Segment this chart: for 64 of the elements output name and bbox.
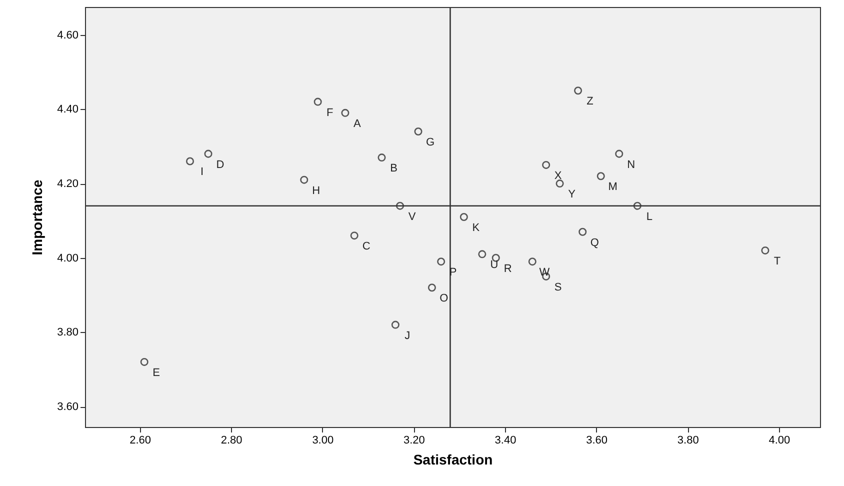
y-tick-label: 3.80: [57, 326, 78, 339]
y-axis-title: Importance: [29, 180, 46, 256]
x-tick-label: 3.00: [312, 434, 334, 446]
data-label: A: [354, 118, 362, 130]
x-tick-label: 3.40: [494, 434, 516, 446]
data-label: D: [216, 158, 224, 171]
y-tick-label: 3.60: [57, 401, 78, 414]
x-tick-label: 2.60: [130, 434, 151, 446]
point: [204, 150, 212, 158]
point: [615, 150, 624, 158]
data-label: X: [554, 170, 562, 182]
point: [391, 320, 400, 329]
point: [414, 128, 422, 136]
data-label: F: [326, 106, 334, 119]
data-label: Q: [590, 236, 600, 249]
point: [596, 172, 605, 180]
data-label: V: [408, 210, 416, 223]
x-tick-label: 3.60: [586, 434, 608, 446]
data-label: G: [426, 136, 435, 149]
point: [556, 180, 564, 188]
data-label: T: [774, 255, 781, 268]
point: [761, 246, 770, 254]
point: [396, 202, 404, 210]
data-label: U: [490, 259, 498, 272]
point: [140, 358, 148, 366]
point: [460, 213, 468, 221]
data-label: C: [362, 240, 370, 253]
data-label: E: [152, 366, 160, 379]
point: [633, 202, 642, 210]
data-label: H: [312, 184, 320, 197]
x-tick-label: 2.80: [220, 434, 242, 446]
data-label: J: [404, 330, 410, 342]
data-label: K: [472, 222, 480, 234]
point: [574, 86, 582, 95]
x-tick-label: 4.00: [768, 434, 790, 446]
x-axis-title: Satisfaction: [413, 452, 493, 468]
data-label: N: [627, 158, 636, 171]
data-label: M: [608, 181, 618, 194]
point: [186, 157, 194, 166]
point: [300, 176, 308, 184]
point: [314, 98, 322, 106]
y-tick-label: 4.00: [57, 252, 78, 264]
point: [341, 108, 350, 117]
data-label: Z: [586, 96, 594, 108]
point: [437, 258, 446, 266]
data-label: R: [504, 262, 512, 275]
point: [350, 232, 358, 240]
x-tick-label: 3.20: [403, 434, 425, 446]
data-label: B: [390, 162, 398, 175]
data-label: Y: [568, 188, 576, 201]
data-label: S: [554, 281, 562, 294]
data-label: O: [440, 292, 449, 305]
point: [478, 250, 486, 258]
point: [428, 284, 436, 292]
y-tick-label: 4.40: [57, 104, 78, 116]
point: [578, 228, 587, 236]
y-tick-label: 4.20: [57, 178, 78, 190]
x-tick-label: 3.80: [677, 434, 699, 446]
data-label: L: [646, 210, 652, 223]
point: [378, 154, 386, 162]
data-label: I: [200, 166, 204, 178]
point: [528, 258, 536, 266]
point: [542, 160, 550, 169]
y-tick-label: 4.60: [57, 29, 78, 42]
